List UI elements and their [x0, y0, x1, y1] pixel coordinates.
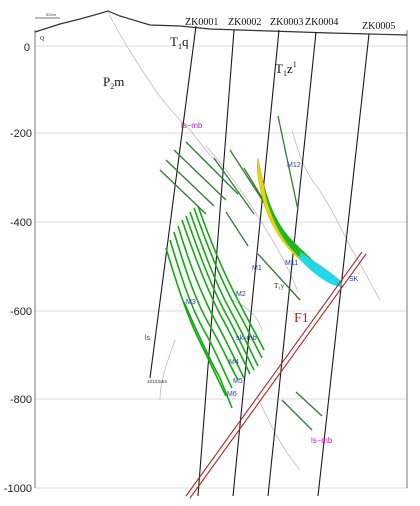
- ore-body-m4-label: M4: [229, 359, 239, 366]
- ore-body-m6-label: M6: [227, 391, 237, 398]
- boundary-4: [231, 299, 263, 331]
- ore-body-m3-label: M3: [186, 299, 196, 306]
- fault-f1-line-b: [189, 253, 367, 499]
- ore-body-m12-label: M12: [287, 162, 301, 169]
- ore-body-cluster: [165, 205, 265, 409]
- stratum-t1q-sub: 1: [178, 42, 182, 51]
- stratum-t1q-label: T1q: [170, 34, 189, 51]
- ore-body-m1-label: M1: [252, 265, 262, 272]
- ore-body-m5-label: M5: [233, 378, 243, 385]
- hole-label-zk0005: ZK0005: [362, 21, 395, 32]
- boundary-5: [159, 339, 176, 401]
- drill-hole-zk0001: [149, 25, 197, 379]
- ore-body-m2-label: M2: [236, 291, 246, 298]
- stratum-p2m-sub: 2: [110, 82, 114, 91]
- hole-label-zk0003: ZK0003: [270, 17, 303, 28]
- boundary-1: [107, 11, 223, 169]
- drill-hole-zk0005: [317, 33, 370, 497]
- boundary-3: [291, 129, 381, 301]
- stratum-q-label: Q: [40, 36, 45, 42]
- stratum-t1q-main: T: [170, 34, 178, 49]
- stratum-t1z-main: T: [275, 61, 283, 76]
- stratum-p2m-label: P2m: [103, 74, 124, 91]
- ore-body-m11-lens: [256, 157, 343, 287]
- drill-hole-zk0002: [197, 29, 235, 497]
- drill-hole-zk0004: [267, 31, 317, 497]
- depth-label-600: -600: [10, 306, 32, 318]
- hole-label-zk0002: ZK0002: [228, 17, 261, 28]
- drill-hole-zk0003: [232, 29, 280, 497]
- depth-label-200: -200: [10, 128, 32, 140]
- ore-body-m11-label: M11: [285, 260, 298, 267]
- depth-label-1000: -1000: [4, 483, 32, 495]
- depth-label-400: -400: [10, 217, 32, 229]
- stratum-t1y-label: T₁y: [274, 282, 285, 290]
- stratum-p2m-main: P: [103, 74, 110, 89]
- fault-f1-line-a: [185, 251, 363, 497]
- depth-label-800: -800: [10, 394, 32, 406]
- hole-depth-note: 1013.54m: [147, 379, 167, 384]
- lithology-ls-mb-bottom: ls–mb: [311, 436, 333, 445]
- topography-line: [34, 10, 408, 36]
- boundary-6: [257, 397, 301, 471]
- lithology-sk: SK: [349, 276, 359, 283]
- stratum-p2m-tail: m: [114, 74, 124, 89]
- scale-bar-label: 500m: [46, 12, 57, 17]
- stratum-t1z-sub: 1: [283, 69, 287, 78]
- hole-label-zk0004: ZK0004: [305, 17, 338, 28]
- hole-label-zk0001: ZK0001: [185, 17, 218, 28]
- lithology-ls-mb-top: ls–mb: [181, 121, 203, 130]
- lithology-ls: ls: [145, 335, 151, 342]
- stratum-t1z-tail: z: [287, 61, 293, 76]
- stratum-t1z-label: T1z1: [275, 60, 297, 78]
- stratum-t1q-tail: q: [182, 34, 189, 49]
- fault-f1-label: F1: [294, 311, 309, 326]
- depth-label-0: 0: [24, 42, 30, 54]
- lithology-sk-mb: sk–mb: [236, 335, 257, 342]
- stratum-t1z-sup: 1: [293, 60, 297, 69]
- thin-ore-veins: [159, 115, 323, 431]
